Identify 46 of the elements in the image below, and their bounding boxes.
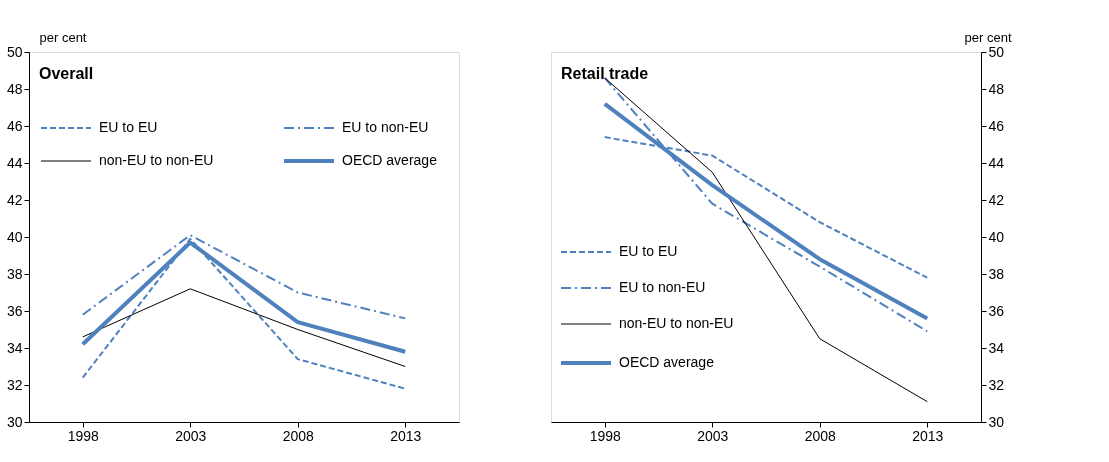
y2-tick-label: 42 <box>988 191 1005 208</box>
x-tick-label: 2003 <box>175 427 207 444</box>
y2-tick-label: 40 <box>988 228 1005 245</box>
y-tick-label: 36 <box>6 302 23 319</box>
legend-label: OECD average <box>342 152 438 168</box>
x-tick-label: 2013 <box>912 427 944 444</box>
y2-tick-label: 38 <box>988 265 1005 282</box>
y-tick-label: 32 <box>6 376 23 393</box>
x-tick-label: 2008 <box>804 427 837 444</box>
y-tick-label: 42 <box>6 191 23 208</box>
y-tick-label: 34 <box>6 339 23 356</box>
legend-label: non-EU to non-EU <box>619 315 734 331</box>
x-tick-label: 1998 <box>67 427 100 444</box>
y-tick-label: 40 <box>6 228 23 245</box>
y2-tick-label: 44 <box>988 154 1005 171</box>
text: Overall <box>39 65 94 82</box>
y-tick-label: 30 <box>6 413 23 430</box>
x-tick-label: 2008 <box>282 427 315 444</box>
y2-tick-label: 32 <box>988 376 1005 393</box>
y-tick-label: 46 <box>6 117 23 134</box>
line-series <box>604 77 928 403</box>
x-tick-label: 1998 <box>589 427 622 444</box>
y-tick-label: 48 <box>6 80 23 97</box>
line-series <box>81 234 407 320</box>
y2-axis-title: per cent <box>964 29 1012 45</box>
legend-label: EU to non-EU <box>619 279 706 295</box>
y2-tick-label: 48 <box>988 80 1005 97</box>
y2-tick-label: 34 <box>988 339 1005 356</box>
x-tick-label: 2003 <box>697 427 729 444</box>
y-tick-label: 38 <box>6 265 23 282</box>
legend-label: EU to non-EU <box>342 119 429 135</box>
y2-tick-label: 50 <box>988 43 1005 60</box>
legend-label: OECD average <box>619 354 715 370</box>
line-series <box>81 237 407 390</box>
line-series <box>82 288 406 367</box>
y-tick-label: 50 <box>6 43 23 60</box>
y2-tick-label: 30 <box>988 413 1005 430</box>
x-tick-label: 2013 <box>390 427 422 444</box>
legend-label: non-EU to non-EU <box>99 152 214 168</box>
y-tick-label: 44 <box>6 154 23 171</box>
y-axis-title: per cent <box>39 29 87 45</box>
legend-label: EU to EU <box>619 243 678 259</box>
text: Retail trade <box>561 65 649 82</box>
legend-label: EU to EU <box>99 119 158 135</box>
y2-tick-label: 46 <box>988 117 1005 134</box>
y2-tick-label: 36 <box>988 302 1005 319</box>
